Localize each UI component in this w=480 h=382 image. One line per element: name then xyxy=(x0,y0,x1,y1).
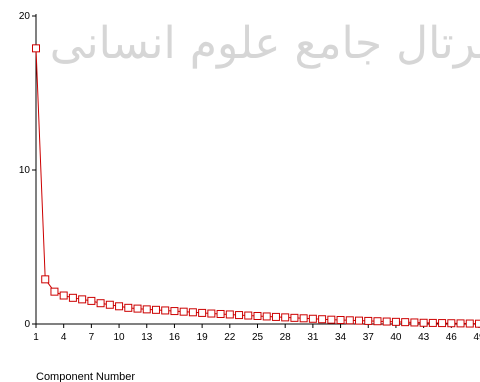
data-points xyxy=(32,44,480,328)
data-point xyxy=(327,315,336,324)
data-point xyxy=(465,319,474,328)
data-point xyxy=(373,317,382,326)
data-point xyxy=(299,314,308,323)
data-point xyxy=(41,275,50,284)
x-tick-label: 43 xyxy=(418,332,430,343)
x-tick-label: 25 xyxy=(252,332,264,343)
data-point xyxy=(207,309,216,318)
data-point xyxy=(419,318,428,327)
data-point xyxy=(281,313,290,322)
data-point xyxy=(50,287,59,296)
data-point xyxy=(170,307,179,316)
data-point xyxy=(345,316,354,325)
data-point xyxy=(244,311,253,320)
data-point xyxy=(428,318,437,327)
data-point xyxy=(68,293,77,302)
data-point xyxy=(133,304,142,313)
x-tick-label: 37 xyxy=(363,332,375,343)
y-tick-label: 0 xyxy=(24,319,30,330)
y-tick-label: 10 xyxy=(19,165,31,176)
data-point xyxy=(225,310,234,319)
data-point xyxy=(96,299,105,308)
data-point xyxy=(253,311,262,320)
data-point xyxy=(391,317,400,326)
x-axis-title: Component Number xyxy=(36,371,135,382)
data-point xyxy=(216,309,225,318)
x-tick-label: 28 xyxy=(280,332,292,343)
data-point xyxy=(271,312,280,321)
data-point xyxy=(235,311,244,320)
data-point xyxy=(382,317,391,326)
data-point xyxy=(410,318,419,327)
x-tick-label: 7 xyxy=(89,332,95,343)
data-point xyxy=(87,296,96,305)
x-tick-label: 34 xyxy=(335,332,347,343)
x-tick-label: 1 xyxy=(33,332,39,343)
x-tick-label: 10 xyxy=(114,332,126,343)
x-tick-label: 31 xyxy=(307,332,319,343)
data-point xyxy=(447,319,456,328)
data-point xyxy=(318,315,327,324)
data-point xyxy=(308,314,317,323)
data-point xyxy=(364,316,373,325)
data-point xyxy=(59,291,68,300)
y-axis-ticks: 0 10 20 xyxy=(19,11,36,330)
data-point xyxy=(151,305,160,314)
watermark: پرتال جامع علوم انسانی xyxy=(50,18,480,69)
x-tick-label: 22 xyxy=(224,332,236,343)
x-axis-ticks: 1 4 7 10 13 16 19 22 25 28 31 34 37 40 43 46 49 xyxy=(33,324,480,343)
data-point xyxy=(142,305,151,314)
data-point xyxy=(78,295,87,304)
data-point xyxy=(188,308,197,317)
data-point xyxy=(124,303,133,312)
data-point xyxy=(198,308,207,317)
x-tick-label: 19 xyxy=(197,332,209,343)
data-point xyxy=(456,319,465,328)
data-point xyxy=(290,313,299,322)
data-point xyxy=(179,307,188,316)
data-point xyxy=(475,319,480,328)
x-tick-label: 40 xyxy=(390,332,402,343)
data-point xyxy=(336,315,345,324)
x-tick-label: 4 xyxy=(61,332,67,343)
x-tick-label: 16 xyxy=(169,332,181,343)
data-point xyxy=(161,306,170,315)
data-point xyxy=(401,318,410,327)
data-point xyxy=(115,302,124,311)
x-tick-label: 49 xyxy=(473,332,480,343)
data-point xyxy=(262,312,271,321)
data-point xyxy=(355,316,364,325)
x-tick-label: 13 xyxy=(141,332,153,343)
data-point xyxy=(105,300,114,309)
series-line xyxy=(35,48,480,325)
data-point xyxy=(438,319,447,328)
y-tick-label: 20 xyxy=(19,11,31,22)
data-point xyxy=(32,44,40,53)
x-tick-label: 46 xyxy=(446,332,458,343)
